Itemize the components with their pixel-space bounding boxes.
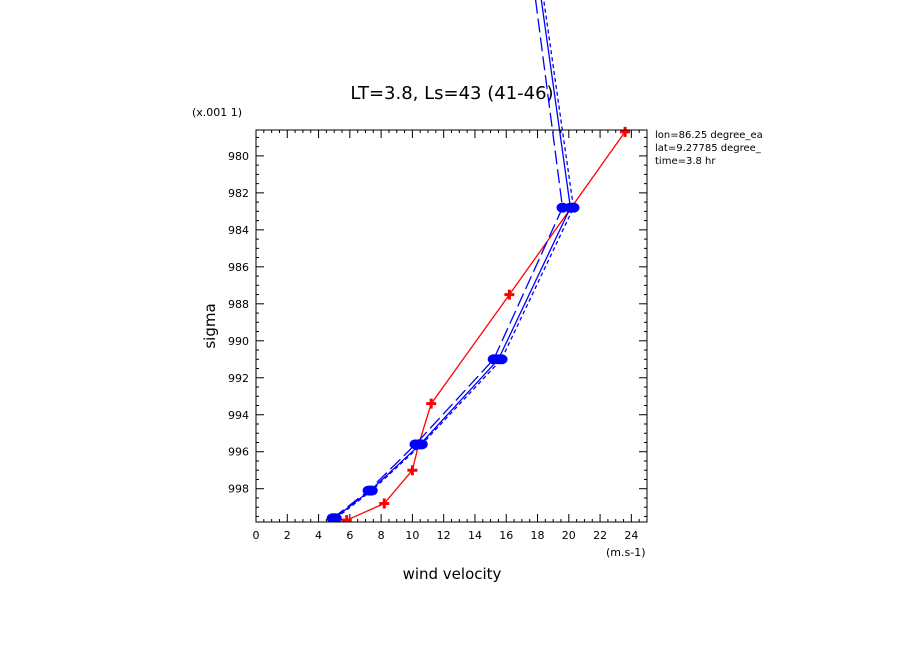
y-tick-label: 988 xyxy=(228,298,249,311)
y-tick-label: 980 xyxy=(228,150,249,163)
x-tick-label: 6 xyxy=(346,529,353,542)
y-tick-label: 986 xyxy=(228,261,249,274)
info-line-lon: lon=86.25 degree_ea xyxy=(655,130,763,141)
y-tick-label: 982 xyxy=(228,187,249,200)
data-point-marker xyxy=(341,515,352,522)
axes: 0 2 4 6 8 10 12 14 16 18 20 22 249809829849869889909… xyxy=(228,130,648,542)
y-scale-label: (x.001 1) xyxy=(192,106,242,119)
series-blue-shortdash xyxy=(329,0,580,522)
x-tick-label: 14 xyxy=(468,529,482,542)
x-tick-label: 12 xyxy=(437,529,451,542)
y-tick-label: 992 xyxy=(228,372,249,385)
x-tick-label: 0 xyxy=(253,529,260,542)
x-tick-label: 18 xyxy=(531,529,545,542)
y-tick-label: 984 xyxy=(228,224,249,237)
data-point-marker xyxy=(379,498,390,509)
chart-title: LT=3.8, Ls=43 (41-46) xyxy=(350,83,553,104)
series-line-blue-longdash xyxy=(332,0,564,519)
y-tick-label: 990 xyxy=(228,335,249,348)
data-point-marker xyxy=(365,485,378,496)
y-tick-label: 994 xyxy=(228,409,249,422)
data-point-marker xyxy=(415,439,428,450)
x-tick-label: 10 xyxy=(405,529,419,542)
series-layer xyxy=(326,0,631,522)
y-tick-label: 996 xyxy=(228,446,249,459)
x-tick-label: 8 xyxy=(378,529,385,542)
series-blue-solid xyxy=(328,0,577,522)
x-tick-label: 22 xyxy=(593,529,607,542)
data-point-marker xyxy=(407,465,418,476)
series-red xyxy=(341,126,631,522)
data-point-marker xyxy=(504,289,515,300)
info-block: lon=86.25 degree_ea lat=9.27785 degree_ … xyxy=(655,130,763,167)
x-unit-label: (m.s-1) xyxy=(606,546,646,559)
x-tick-label: 20 xyxy=(562,529,576,542)
info-line-lat: lat=9.27785 degree_ xyxy=(655,143,762,154)
data-point-marker xyxy=(329,513,342,522)
x-axis-label: wind velocity xyxy=(403,565,502,583)
data-point-marker xyxy=(556,202,569,213)
x-tick-label: 2 xyxy=(284,529,291,542)
x-tick-label: 24 xyxy=(624,529,638,542)
series-line-blue-shortdash xyxy=(335,0,575,519)
data-point-marker xyxy=(495,354,508,365)
x-tick-label: 4 xyxy=(315,529,322,542)
data-point-marker xyxy=(426,398,437,409)
plot-frame xyxy=(255,129,648,523)
y-tick-label: 998 xyxy=(228,483,249,496)
x-tick-label: 16 xyxy=(499,529,513,542)
data-point-marker xyxy=(567,202,580,213)
series-line-red xyxy=(346,131,626,521)
info-line-time: time=3.8 hr xyxy=(655,156,716,167)
series-line-blue-solid xyxy=(333,0,572,519)
data-point-marker xyxy=(620,126,631,137)
y-axis-label: sigma xyxy=(201,303,219,348)
